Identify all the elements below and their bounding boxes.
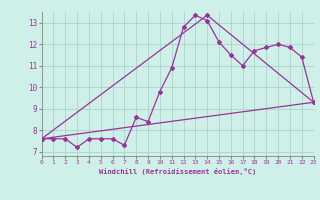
X-axis label: Windchill (Refroidissement éolien,°C): Windchill (Refroidissement éolien,°C)	[99, 168, 256, 175]
